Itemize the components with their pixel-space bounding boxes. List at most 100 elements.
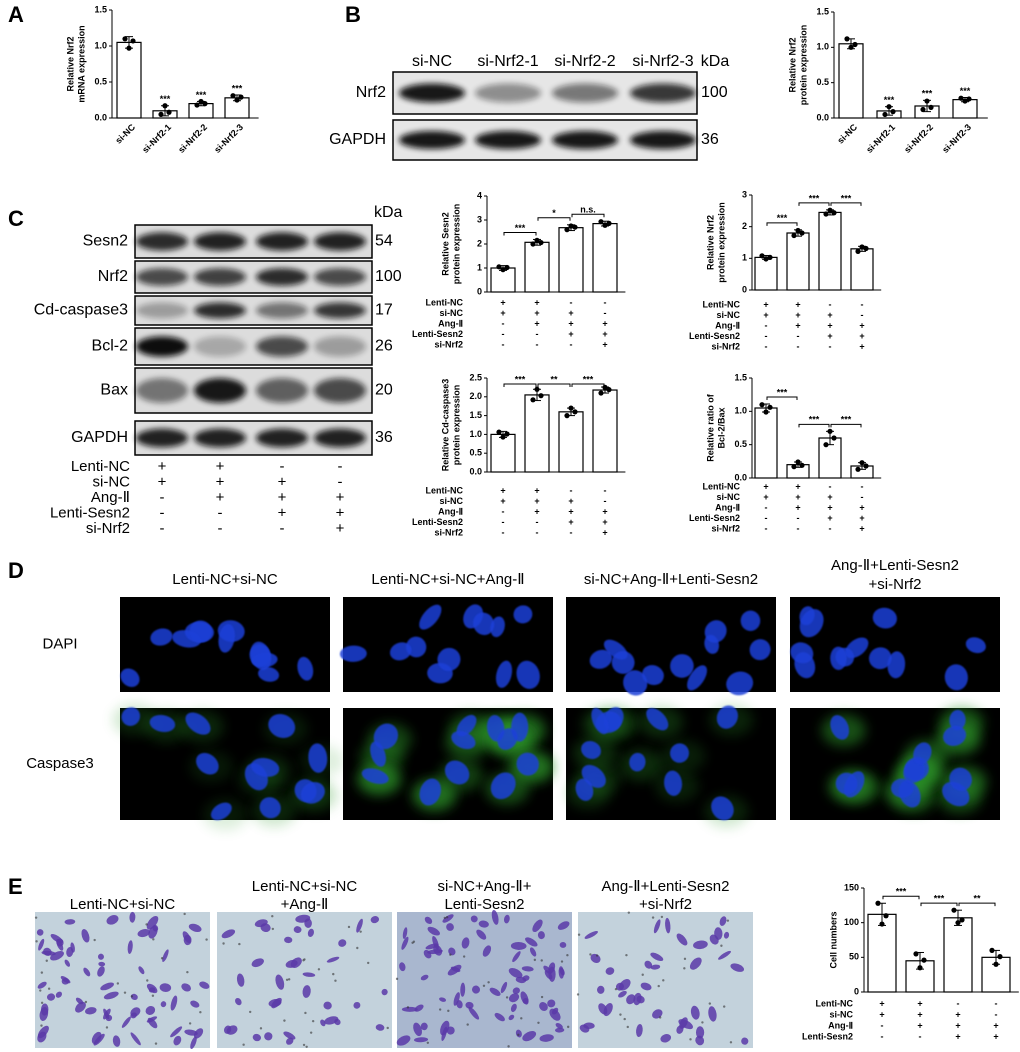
migrated-cell [39, 1007, 49, 1021]
data-point [759, 402, 765, 408]
pore [701, 1021, 704, 1024]
migrated-cell [38, 938, 45, 951]
significance-bracket [920, 902, 958, 907]
bar [592, 223, 618, 293]
migrated-cell [320, 1019, 326, 1027]
blot-kda: 20 [375, 382, 393, 399]
condition-name: Lenti-NC [703, 481, 741, 491]
significance-label: * [552, 208, 556, 218]
condition-name: Lenti-Sesn2 [412, 517, 463, 527]
pore [657, 984, 660, 988]
y-tick-label: 3 [742, 189, 747, 199]
migrated-cell [557, 921, 570, 930]
condition-name: si-Nrf2 [711, 523, 740, 533]
condition-sign: + [993, 1031, 998, 1041]
pore [411, 941, 414, 944]
condition-sign: - [502, 339, 505, 349]
nucleus [149, 714, 176, 733]
pore [726, 919, 730, 922]
migrated-cell [450, 966, 461, 973]
migrated-cell [470, 915, 478, 923]
y-tick-label: 0.0 [94, 112, 107, 122]
blot-kda: 36 [375, 429, 393, 446]
pore [720, 944, 723, 947]
data-point [568, 405, 574, 411]
data-point [763, 256, 769, 262]
pore [334, 979, 337, 982]
migrated-cell [555, 1023, 563, 1029]
migrated-cell [401, 936, 409, 950]
pore [540, 995, 544, 999]
condition-sign: - [604, 496, 607, 506]
significance-label: *** [960, 86, 971, 96]
condition-sign: + [216, 458, 225, 475]
blot-band [136, 268, 188, 286]
data-point [598, 219, 604, 225]
data-point [859, 244, 865, 250]
migrated-cell [425, 943, 439, 950]
y-tick-label: 2 [742, 221, 747, 231]
migrated-cell [130, 1012, 137, 1019]
nucleus [210, 802, 232, 821]
y-tick-label: 4 [477, 190, 482, 200]
migrated-cell [148, 987, 156, 993]
pore [283, 1019, 286, 1022]
data-point [886, 104, 892, 110]
condition-sign: - [502, 517, 505, 527]
nucleus [664, 770, 683, 796]
migrated-cell [636, 1024, 643, 1038]
y-axis-label: Relative Cd-caspase3 [440, 379, 450, 472]
pore [443, 916, 447, 920]
data-point [767, 404, 773, 410]
condition-sign: + [917, 1009, 922, 1019]
condition-name: Lenti-NC [816, 998, 854, 1008]
lane-label: si-Nrf2-2 [554, 53, 615, 70]
migrated-cell [532, 919, 543, 933]
migrated-cell [402, 927, 408, 940]
micrograph [578, 912, 753, 1048]
condition-sign: - [765, 341, 768, 351]
migrated-cell [251, 958, 264, 968]
condition-name: Ang-Ⅱ [438, 506, 463, 516]
pore [462, 955, 466, 958]
data-point [238, 94, 244, 100]
condition-sign: - [570, 527, 573, 537]
nucleus [629, 752, 646, 772]
significance-label: *** [809, 415, 820, 425]
y-tick-label: 0.0 [816, 112, 829, 122]
migrated-cell [375, 1024, 385, 1031]
migrated-cell [508, 968, 523, 979]
data-point [158, 111, 164, 117]
cells [120, 620, 314, 688]
column-label: +si-Nrf2 [639, 896, 692, 913]
condition-sign: - [995, 998, 998, 1008]
migrated-cell [199, 981, 210, 989]
condition-sign: + [534, 496, 539, 506]
migrated-cell [75, 1001, 86, 1013]
condition-sign: + [278, 473, 287, 490]
nucleus [258, 666, 280, 682]
nucleus [581, 740, 601, 760]
significance-label: *** [583, 374, 594, 384]
migrated-cell [508, 1014, 515, 1021]
y-tick-label: 1.0 [816, 42, 829, 52]
migrated-cell [302, 985, 311, 998]
migrated-cell [103, 991, 119, 1000]
data-point [921, 957, 927, 963]
condition-name: Lenti-NC [426, 297, 464, 307]
migrated-cell [302, 972, 316, 977]
pore [105, 1026, 109, 1029]
panel-label: D [8, 558, 24, 583]
blot-row-label: GAPDH [329, 131, 386, 148]
migrated-cell [471, 985, 481, 994]
pore [332, 972, 335, 976]
pore [317, 968, 321, 971]
significance-bracket [537, 217, 571, 221]
data-point [122, 36, 128, 42]
y-axis-label: Cell numbers [828, 911, 838, 968]
blot-band [475, 83, 541, 103]
pore [626, 1025, 629, 1029]
nucleus [516, 752, 539, 776]
migrated-cell [522, 1031, 537, 1042]
condition-sign: - [338, 473, 343, 490]
